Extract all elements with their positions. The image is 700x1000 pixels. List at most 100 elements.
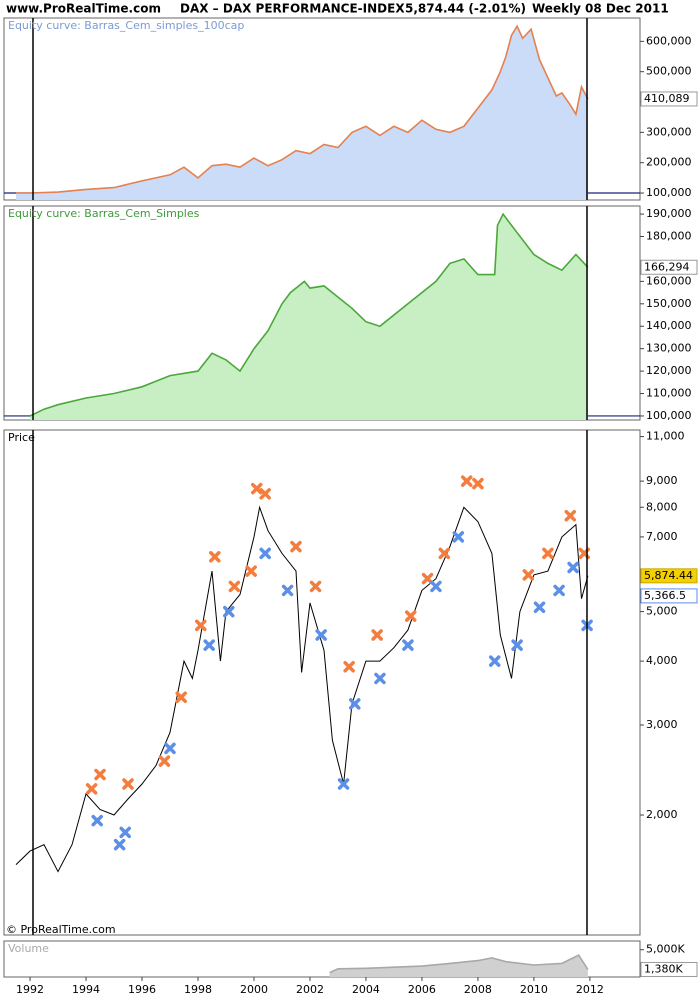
annotation-label: 5,366.5 (644, 589, 686, 602)
y-tick-label: 2,000 (646, 808, 678, 821)
signal-marker (85, 783, 98, 795)
signal-marker (164, 742, 176, 755)
signal-marker (337, 778, 350, 790)
quote: 5,874.44 (-2.01%) (405, 2, 526, 16)
area-fill (16, 26, 588, 201)
signal-marker (452, 531, 465, 543)
signal-marker (91, 814, 103, 827)
signal-marker (421, 572, 434, 585)
signal-marker (438, 547, 451, 560)
signal-marker (430, 580, 442, 593)
y-tick-label: 7,000 (646, 530, 678, 543)
copyright: © ProRealTime.com (6, 923, 116, 936)
date: 08 Dec 2011 (585, 2, 669, 16)
y-tick-label: 5,000K (646, 943, 685, 956)
signal-marker (488, 655, 501, 667)
signal-marker (371, 629, 383, 641)
x-tick-label: 2002 (296, 983, 324, 996)
signal-marker (460, 475, 473, 487)
x-tick-label: 2012 (576, 983, 604, 996)
x-tick-label: 2004 (352, 983, 380, 996)
signal-marker (281, 584, 294, 597)
signal-marker (349, 698, 361, 710)
signal-marker (343, 661, 355, 673)
series-line (15, 505, 589, 873)
signal-marker (567, 561, 579, 574)
series-line (29, 212, 589, 417)
last-value-label: 1,380K (644, 962, 683, 975)
panel-frame (3, 429, 641, 936)
signal-marker (259, 488, 271, 500)
y-tick-label: 100,000 (646, 186, 692, 199)
signal-marker (259, 547, 271, 560)
y-tick-label: 140,000 (646, 319, 692, 332)
signal-marker (402, 639, 414, 651)
y-tick-label: 120,000 (646, 364, 692, 377)
panel-title: Equity curve: Barras_Cem_Simples (8, 207, 200, 220)
signal-marker (309, 580, 322, 593)
area-fill (329, 955, 588, 977)
signal-marker (203, 639, 215, 651)
x-tick-label: 2006 (408, 983, 436, 996)
last-value-box (640, 568, 698, 584)
signal-marker (472, 477, 484, 490)
y-tick-label: 160,000 (646, 274, 692, 287)
signal-marker (195, 619, 207, 632)
y-tick-label: 5,000 (646, 605, 678, 618)
signal-marker (245, 565, 257, 577)
panels: 100,000200,000300,000400,000500,000600,0… (3, 17, 698, 996)
annotation-box (640, 588, 698, 604)
signal-marker (374, 672, 386, 685)
panel-title: Volume (8, 942, 49, 955)
y-tick-label: 180,000 (646, 230, 692, 243)
last-value-box (640, 91, 698, 107)
y-tick-label: 8,000 (646, 500, 678, 513)
panel-title: Price (8, 431, 35, 444)
x-tick-label: 1998 (184, 983, 212, 996)
signal-marker (251, 482, 263, 495)
signal-marker (119, 826, 131, 839)
last-value-label: 410,089 (644, 92, 690, 105)
last-value-box (640, 961, 698, 977)
y-tick-label: 300,000 (646, 125, 692, 138)
signal-marker (290, 540, 302, 553)
y-tick-label: 150,000 (646, 297, 692, 310)
signal-marker (223, 605, 235, 618)
signal-marker (113, 838, 126, 851)
signal-marker (158, 755, 171, 767)
signal-marker (553, 584, 565, 597)
last-value-label: 166,294 (644, 260, 690, 273)
y-tick-label: 100,000 (646, 409, 692, 422)
y-tick-label: 11,000 (646, 430, 685, 443)
series-line (329, 954, 589, 974)
period: Weekly (532, 2, 581, 16)
signal-marker (542, 547, 554, 560)
signal-marker (228, 580, 241, 593)
last-value-box (640, 259, 698, 275)
x-tick-label: 2010 (520, 983, 548, 996)
signal-marker (564, 509, 577, 522)
y-tick-label: 9,000 (646, 474, 678, 487)
y-tick-label: 4,000 (646, 654, 678, 667)
y-tick-label: 600,000 (646, 34, 692, 47)
y-tick-label: 110,000 (646, 387, 692, 400)
x-tick-label: 1994 (72, 983, 100, 996)
site: www.ProRealTime.com (6, 2, 161, 16)
signal-marker (511, 639, 523, 651)
x-tick-label: 2008 (464, 983, 492, 996)
y-tick-label: 500,000 (646, 65, 692, 78)
y-tick-label: 3,000 (646, 718, 678, 731)
signal-marker (175, 691, 187, 703)
last-value-label: 5,874.44 (644, 569, 693, 582)
y-tick-label: 130,000 (646, 342, 692, 355)
y-tick-label: 200,000 (646, 156, 692, 169)
signal-marker (122, 778, 134, 790)
signal-marker (404, 610, 417, 622)
signal-marker (209, 551, 221, 563)
instrument: DAX – DAX PERFORMANCE-INDEX (180, 2, 405, 16)
series-line (16, 24, 589, 194)
x-tick-label: 2000 (240, 983, 268, 996)
signal-marker (533, 601, 546, 613)
x-tick-label: 1996 (128, 983, 156, 996)
